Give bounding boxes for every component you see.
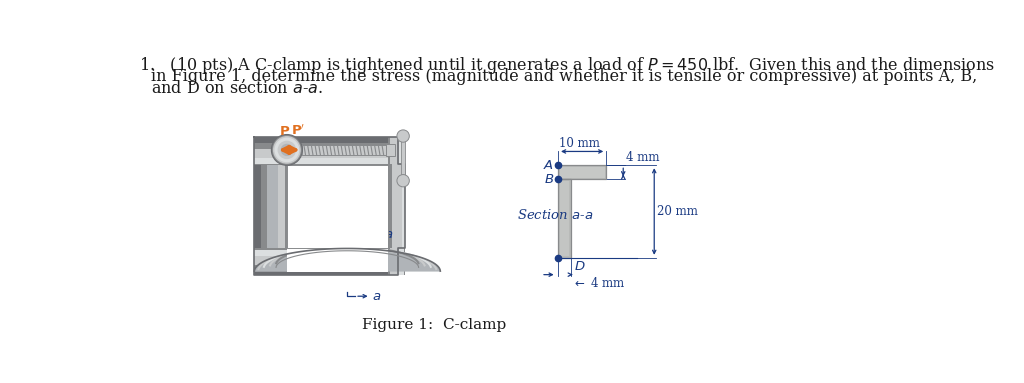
Circle shape [271, 134, 302, 165]
Bar [386, 144, 395, 156]
Bar [388, 164, 391, 249]
Text: 10 mm: 10 mm [559, 137, 599, 150]
Circle shape [397, 130, 410, 142]
Bar [558, 179, 570, 258]
Text: $D$: $D$ [573, 260, 585, 273]
Bar [558, 165, 606, 179]
Bar [254, 159, 397, 164]
Bar [278, 144, 286, 264]
Bar [254, 164, 397, 165]
Bar [254, 250, 397, 256]
Text: $A$: $A$ [544, 159, 554, 172]
Bar [254, 272, 397, 275]
Bar [254, 249, 397, 250]
Bar [254, 265, 397, 272]
Bar [254, 256, 397, 265]
Bar [403, 249, 406, 275]
Text: $\mathbf{P'}$: $\mathbf{P'}$ [292, 124, 305, 138]
Text: 50 mm: 50 mm [340, 200, 381, 213]
Text: 4 mm: 4 mm [626, 151, 659, 164]
Text: $B$: $B$ [544, 173, 554, 186]
Bar [287, 249, 388, 272]
Text: Section $a$-$a$: Section $a$-$a$ [517, 208, 594, 223]
Bar [287, 165, 388, 249]
Bar [400, 137, 406, 179]
Bar [254, 137, 397, 143]
Bar [402, 164, 406, 249]
Text: 20 mm: 20 mm [656, 205, 697, 218]
Bar [560, 167, 604, 178]
Circle shape [273, 136, 301, 164]
Text: and D on section $a$-$a$.: and D on section $a$-$a$. [152, 80, 324, 97]
Circle shape [397, 175, 410, 187]
Bar [254, 149, 397, 159]
Bar [254, 144, 260, 264]
Text: 1.$\enspace\enspace$(10 pts) A C-clamp is tightened until it generates a load of: 1.$\enspace\enspace$(10 pts) A C-clamp i… [139, 55, 995, 76]
Circle shape [274, 137, 299, 162]
Bar [390, 137, 399, 168]
Bar [388, 249, 390, 275]
Polygon shape [254, 249, 440, 272]
Text: Figure 1:  C-clamp: Figure 1: C-clamp [362, 318, 506, 332]
Bar [260, 144, 266, 264]
Bar [254, 143, 397, 149]
Bar [399, 137, 403, 168]
Bar [390, 249, 399, 275]
Text: $a$: $a$ [372, 290, 381, 303]
Bar [302, 145, 388, 154]
Bar [388, 137, 390, 168]
Text: $\mathbf{P}$: $\mathbf{P}$ [279, 125, 290, 138]
Bar [403, 137, 406, 168]
Bar [266, 144, 278, 264]
Bar [560, 181, 569, 256]
Text: in Figure 1, determine the stress (magnitude and whether it is tensile or compre: in Figure 1, determine the stress (magni… [152, 67, 978, 85]
Bar [286, 144, 287, 264]
Bar [399, 249, 403, 275]
Circle shape [278, 141, 296, 159]
Text: $\leftarrow$ 4 mm: $\leftarrow$ 4 mm [572, 276, 626, 290]
Circle shape [281, 144, 293, 156]
Text: $a$: $a$ [384, 228, 393, 241]
Bar [391, 164, 402, 249]
